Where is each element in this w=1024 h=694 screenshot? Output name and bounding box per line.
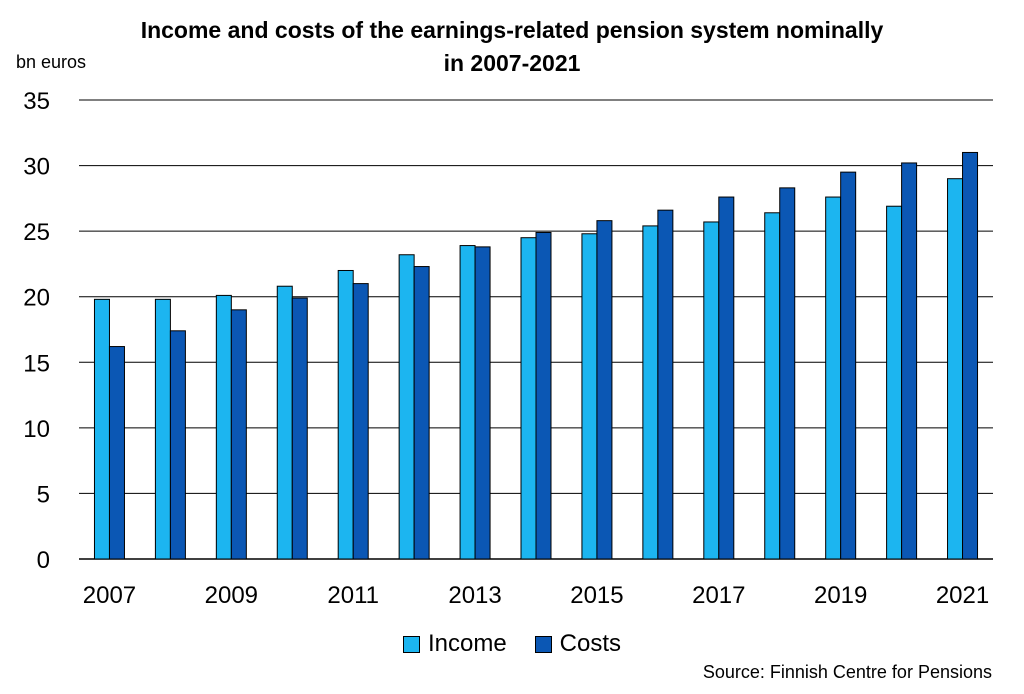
y-axis-label: bn euros [16, 52, 87, 72]
chart-title: Income and costs of the earnings-related… [0, 14, 1024, 80]
source-note: Source: Finnish Centre for Pensions [702, 662, 992, 682]
bar-income-2009 [215, 294, 232, 560]
x-tick-label: 2013 [448, 582, 501, 609]
legend-item-income: Income [402, 630, 507, 658]
bar-costs-2009 [230, 309, 247, 560]
x-tick-labels: 2007 2009 2011 2013 2015 2017 2019 2021 [83, 582, 989, 609]
bar-costs-2008 [169, 330, 186, 560]
bar-income-2014 [520, 237, 537, 560]
bar-costs-2007 [108, 346, 125, 560]
y-tick-labels: 0 5 10 15 20 25 30 35 [23, 88, 50, 574]
chart-title-line-1: Income and costs of the earnings-related… [140, 17, 884, 43]
bar-income-2015 [581, 233, 598, 560]
bar-costs-2017 [718, 196, 735, 560]
y-tick-label: 30 [23, 154, 50, 181]
y-tick-label: 20 [23, 285, 50, 312]
x-tick-label: 2007 [83, 582, 136, 609]
x-tick-label: 2017 [692, 582, 745, 609]
legend-swatch-costs [534, 635, 552, 653]
legend-label-costs: Costs [559, 630, 622, 657]
legend: Income Costs [0, 630, 1024, 658]
bar-costs-2019 [840, 171, 857, 560]
x-tick-label: 2019 [814, 582, 867, 609]
bar-costs-2021 [962, 151, 979, 560]
bar-income-2019 [825, 196, 842, 560]
x-tick-label: 2009 [205, 582, 258, 609]
bar-costs-2018 [779, 187, 796, 560]
bar-income-2021 [947, 178, 964, 560]
bar-income-2007 [93, 298, 110, 560]
y-tick-label: 25 [23, 219, 50, 246]
legend-item-costs: Costs [534, 630, 622, 658]
y-tick-label: 15 [23, 350, 50, 377]
bar-income-2018 [764, 212, 781, 560]
y-tick-label: 5 [37, 481, 50, 508]
bar-income-2011 [337, 269, 354, 560]
x-tick-label: 2021 [936, 582, 989, 609]
bar-costs-2013 [474, 246, 491, 560]
bar-income-2017 [703, 221, 720, 560]
bars [93, 151, 979, 560]
bar-income-2016 [642, 225, 659, 560]
bar-costs-2015 [596, 220, 613, 560]
y-tick-label: 0 [37, 547, 50, 574]
bar-income-2013 [459, 245, 476, 560]
bar-income-2008 [154, 298, 171, 560]
x-tick-label: 2011 [327, 582, 379, 609]
bar-costs-2011 [352, 283, 369, 560]
bar-income-2012 [398, 254, 415, 560]
chart-title-line-2: in 2007-2021 [443, 50, 581, 76]
x-tick-label: 2015 [570, 582, 623, 609]
bar-costs-2020 [901, 162, 918, 560]
bar-income-2010 [276, 285, 293, 560]
legend-swatch-income [402, 635, 420, 653]
y-tick-label: 10 [23, 416, 50, 443]
bar-costs-2010 [291, 297, 308, 560]
y-tick-label: 35 [23, 88, 50, 115]
bar-costs-2012 [413, 266, 430, 560]
bar-costs-2014 [535, 231, 552, 560]
bar-income-2020 [886, 205, 903, 560]
legend-label-income: Income [427, 630, 507, 657]
bar-costs-2016 [657, 209, 674, 560]
